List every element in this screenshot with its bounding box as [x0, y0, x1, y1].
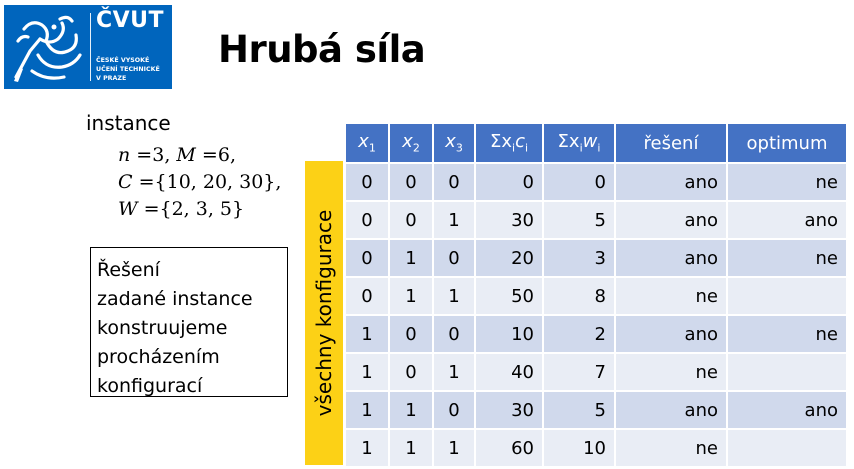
- logo-line: V PRAZE: [96, 75, 127, 82]
- cell-sum-weight: 7: [542, 352, 616, 392]
- logo-brand: ČVUT: [96, 8, 165, 33]
- cell-sum-weight: 10: [542, 428, 616, 468]
- note-line: Řešení: [97, 259, 160, 281]
- cell-x3: 0: [432, 314, 476, 354]
- cell-optimum: [726, 352, 848, 392]
- instance-label: instance: [86, 111, 171, 135]
- note-line: konfigurací: [97, 375, 203, 397]
- logo-line: ČESKÉ VYSOKÉ: [96, 57, 150, 64]
- cell-sum-cost: 10: [474, 314, 544, 354]
- cell-x3: 0: [432, 162, 476, 202]
- cell-x2: 1: [388, 276, 434, 316]
- cell-sum-cost: 30: [474, 200, 544, 240]
- instance-line-c: C ={10, 20, 30},: [118, 171, 282, 193]
- header-optimum: optimum: [726, 122, 848, 164]
- note-line: zadané instance: [97, 288, 253, 310]
- cell-sum-cost: 30: [474, 390, 544, 430]
- slide-title: Hrubá síla: [218, 28, 426, 71]
- lion-emblem-icon: [14, 15, 82, 82]
- cell-optimum: ne: [726, 238, 848, 278]
- cell-x2: 0: [388, 314, 434, 354]
- configurations-table: x1 x2 x3 Σxici Σxiwi řešení optimum 0 0 …: [344, 122, 848, 468]
- cell-x3: 1: [432, 200, 476, 240]
- table-row: 1 0 0 10 2 ano ne: [344, 314, 848, 354]
- cell-optimum: ano: [726, 200, 848, 240]
- header-x3: x3: [432, 122, 476, 164]
- cell-x2: 1: [388, 428, 434, 468]
- solution-note-box: Řešení zadané instance konstruujeme proc…: [90, 247, 288, 397]
- table-header-row: x1 x2 x3 Σxici Σxiwi řešení optimum: [344, 122, 848, 164]
- cell-optimum: [726, 276, 848, 316]
- cell-x1: 1: [344, 352, 390, 392]
- cell-reseni: ne: [614, 352, 728, 392]
- cell-x1: 0: [344, 162, 390, 202]
- cell-x3: 0: [432, 390, 476, 430]
- cell-x1: 1: [344, 390, 390, 430]
- cell-x1: 1: [344, 428, 390, 468]
- cell-optimum: ne: [726, 162, 848, 202]
- cell-sum-weight: 5: [542, 200, 616, 240]
- cell-x3: 1: [432, 352, 476, 392]
- cell-reseni: ne: [614, 276, 728, 316]
- configurations-side-label: všechny konfigurace: [305, 161, 343, 465]
- table-row: 1 1 0 30 5 ano ano: [344, 390, 848, 430]
- cell-optimum: [726, 428, 848, 468]
- cell-x1: 0: [344, 238, 390, 278]
- table-row: 0 0 0 0 0 ano ne: [344, 162, 848, 202]
- cell-x3: 0: [432, 238, 476, 278]
- cell-x1: 1: [344, 314, 390, 354]
- cell-sum-cost: 60: [474, 428, 544, 468]
- note-line: konstruujeme: [97, 317, 228, 339]
- header-reseni: řešení: [614, 122, 728, 164]
- table-row: 0 0 1 30 5 ano ano: [344, 200, 848, 240]
- cell-x3: 1: [432, 428, 476, 468]
- cell-optimum: ne: [726, 314, 848, 354]
- cell-reseni: ne: [614, 428, 728, 468]
- cell-sum-cost: 0: [474, 162, 544, 202]
- cell-x3: 1: [432, 276, 476, 316]
- header-sum-weight: Σxiwi: [542, 122, 616, 164]
- cell-x2: 0: [388, 200, 434, 240]
- cell-sum-weight: 3: [542, 238, 616, 278]
- header-sum-cost: Σxici: [474, 122, 544, 164]
- cell-reseni: ano: [614, 162, 728, 202]
- note-line: procházením: [97, 346, 220, 368]
- cell-sum-cost: 40: [474, 352, 544, 392]
- cell-x1: 0: [344, 276, 390, 316]
- cell-sum-weight: 2: [542, 314, 616, 354]
- cell-optimum: ano: [726, 390, 848, 430]
- table-row: 0 1 1 50 8 ne: [344, 276, 848, 316]
- cell-x2: 0: [388, 162, 434, 202]
- cell-x2: 1: [388, 390, 434, 430]
- header-x1: x1: [344, 122, 390, 164]
- logo-line: UČENÍ TECHNICKÉ: [96, 66, 160, 73]
- cell-reseni: ano: [614, 200, 728, 240]
- instance-line-w: W ={2, 3, 5}: [118, 198, 245, 220]
- logo-subtitle: ČESKÉ VYSOKÉ UČENÍ TECHNICKÉ V PRAZE: [96, 56, 160, 83]
- cell-x2: 0: [388, 352, 434, 392]
- table-row: 1 0 1 40 7 ne: [344, 352, 848, 392]
- table-row: 1 1 1 60 10 ne: [344, 428, 848, 468]
- cell-x2: 1: [388, 238, 434, 278]
- instance-definition: n =3, M =6, C ={10, 20, 30}, W ={2, 3, 5…: [118, 142, 281, 223]
- cell-reseni: ano: [614, 390, 728, 430]
- cell-sum-cost: 20: [474, 238, 544, 278]
- header-x2: x2: [388, 122, 434, 164]
- cell-reseni: ano: [614, 238, 728, 278]
- side-label-text: všechny konfigurace: [312, 209, 336, 417]
- table-row: 0 1 0 20 3 ano ne: [344, 238, 848, 278]
- cell-reseni: ano: [614, 314, 728, 354]
- logo-divider: [90, 13, 91, 81]
- cvut-logo: ČVUT ČESKÉ VYSOKÉ UČENÍ TECHNICKÉ V PRAZ…: [4, 5, 172, 89]
- cell-sum-weight: 5: [542, 390, 616, 430]
- cell-sum-weight: 0: [542, 162, 616, 202]
- cell-x1: 0: [344, 200, 390, 240]
- cell-sum-weight: 8: [542, 276, 616, 316]
- instance-line-nm: n =3, M =6,: [118, 144, 236, 166]
- cell-sum-cost: 50: [474, 276, 544, 316]
